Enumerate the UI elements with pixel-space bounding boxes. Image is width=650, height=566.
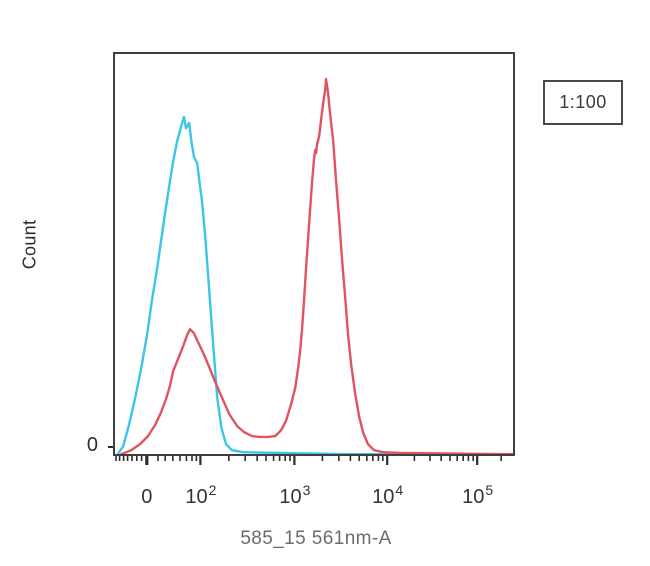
x-tick-label-3: 104 (372, 482, 403, 509)
x-tick-exponent: 2 (208, 482, 217, 498)
x-axis-title: 585_15 561nm-A (240, 528, 392, 549)
x-tick-base: 10 (462, 486, 485, 508)
x-tick-label-1: 102 (185, 482, 216, 509)
x-tick-base: 10 (372, 486, 395, 508)
legend-label: 1:100 (559, 92, 607, 112)
x-tick-exponent: 4 (395, 482, 404, 498)
x-tick-base: 10 (279, 486, 302, 508)
cyan-histogram-curve (115, 115, 516, 457)
plot-frame (113, 52, 515, 456)
red-histogram-1-100-curve (119, 77, 516, 456)
x-tick-base: 10 (185, 486, 208, 508)
x-tick-exponent: 3 (302, 482, 311, 498)
y-tick-label-0: 0 (86, 434, 98, 456)
x-tick-base: 0 (141, 486, 153, 508)
y-axis-title: Count (19, 219, 40, 270)
legend-box: 1:100 (543, 80, 623, 125)
x-tick-label-4: 105 (462, 482, 493, 509)
x-tick-label-0: 0 (141, 486, 152, 509)
x-tick-label-2: 103 (279, 482, 310, 509)
x-tick-exponent: 5 (485, 482, 494, 498)
